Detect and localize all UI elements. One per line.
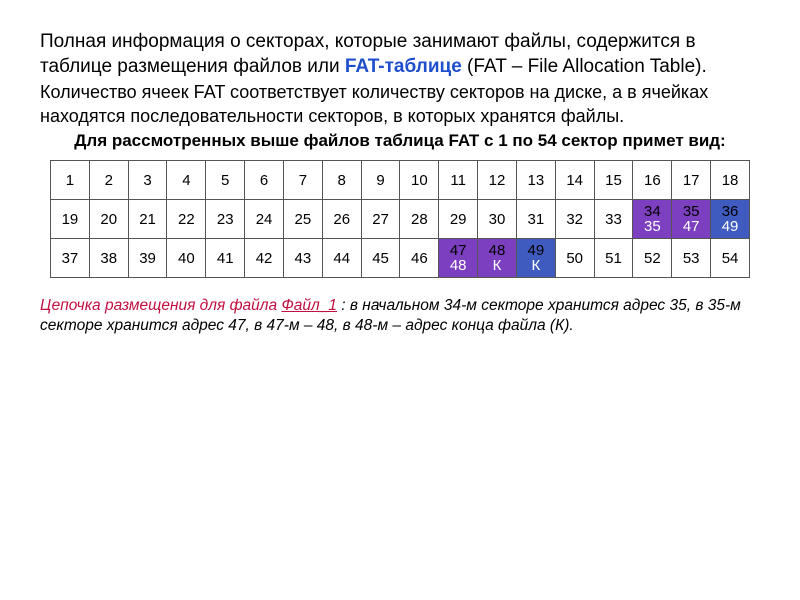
fat-cell: 24 (245, 200, 284, 239)
fat-cell: 19 (51, 200, 90, 239)
fat-cell: 42 (245, 239, 284, 278)
intro-paragraph: Полная информация о секторах, которые за… (40, 30, 760, 79)
chain-prefix: Цепочка размещения для файла Файл_1 (40, 297, 341, 314)
cell-value: 49 (711, 219, 749, 237)
fat-cell: 52 (633, 239, 672, 278)
fat-cell: 4748 (439, 239, 478, 278)
fat-cell: 14 (555, 161, 594, 200)
fat-cell: 5 (206, 161, 245, 200)
fat-cell: 45 (361, 239, 400, 278)
table-row: 1920212223242526272829303132333435354736… (51, 200, 750, 239)
intro-text-2: (FAT – File Allocation Table). (462, 56, 707, 77)
fat-cell: 46 (400, 239, 439, 278)
cell-value: К (517, 258, 555, 276)
fat-cell: 37 (51, 239, 90, 278)
cell-number: 36 (711, 201, 749, 219)
fat-cell: 38 (89, 239, 128, 278)
cell-number: 35 (672, 201, 710, 219)
fat-cell: 54 (711, 239, 750, 278)
fat-cell: 39 (128, 239, 167, 278)
fat-cell: 1 (51, 161, 90, 200)
fat-cell: 43 (283, 239, 322, 278)
fat-cells-paragraph: Количество ячеек FAT соответствует колич… (40, 81, 760, 128)
fat-cell: 49К (516, 239, 555, 278)
cell-number: 49 (517, 240, 555, 258)
fat-cell: 27 (361, 200, 400, 239)
fat-cell: 3649 (711, 200, 750, 239)
fat-cell: 31 (516, 200, 555, 239)
cell-value: 35 (633, 219, 671, 237)
cell-number: 34 (633, 201, 671, 219)
fat-cell: 48К (478, 239, 517, 278)
table-row: 37383940414243444546474848К49К5051525354 (51, 239, 750, 278)
fat-cell: 25 (283, 200, 322, 239)
fat-cell: 32 (555, 200, 594, 239)
fat-cell: 16 (633, 161, 672, 200)
fat-cell: 22 (167, 200, 206, 239)
fat-cell: 50 (555, 239, 594, 278)
cell-value: 47 (672, 219, 710, 237)
fat-table: 1234567891011121314151617181920212223242… (50, 160, 750, 278)
fat-cell: 20 (89, 200, 128, 239)
cell-number: 47 (439, 240, 477, 258)
fat-cell: 28 (400, 200, 439, 239)
fat-cell: 3 (128, 161, 167, 200)
fat-cell: 10 (400, 161, 439, 200)
fat-cell: 3547 (672, 200, 711, 239)
fat-cell: 8 (322, 161, 361, 200)
cell-value: 48 (439, 258, 477, 276)
fat-cell: 17 (672, 161, 711, 200)
fat-table-term: FAT-таблице (345, 56, 462, 77)
cell-value: К (478, 258, 516, 276)
file-name: Файл_1 (281, 297, 337, 314)
chain-caption: Цепочка размещения для файла Файл_1 : в … (40, 296, 760, 336)
table-row: 123456789101112131415161718 (51, 161, 750, 200)
fat-cell: 51 (594, 239, 633, 278)
fat-cell: 41 (206, 239, 245, 278)
fat-cell: 33 (594, 200, 633, 239)
fat-cell: 44 (322, 239, 361, 278)
table-lead-paragraph: Для рассмотренных выше файлов таблица FA… (40, 130, 760, 152)
fat-cell: 7 (283, 161, 322, 200)
fat-cell: 6 (245, 161, 284, 200)
fat-cell: 4 (167, 161, 206, 200)
cell-number: 48 (478, 240, 516, 258)
fat-cell: 26 (322, 200, 361, 239)
fat-cell: 15 (594, 161, 633, 200)
fat-cell: 21 (128, 200, 167, 239)
fat-cell: 53 (672, 239, 711, 278)
fat-cell: 13 (516, 161, 555, 200)
fat-cell: 11 (439, 161, 478, 200)
fat-cell: 2 (89, 161, 128, 200)
fat-cell: 12 (478, 161, 517, 200)
fat-cell: 9 (361, 161, 400, 200)
fat-cell: 29 (439, 200, 478, 239)
fat-cell: 3435 (633, 200, 672, 239)
fat-cell: 18 (711, 161, 750, 200)
fat-cell: 23 (206, 200, 245, 239)
fat-cell: 30 (478, 200, 517, 239)
fat-cell: 40 (167, 239, 206, 278)
